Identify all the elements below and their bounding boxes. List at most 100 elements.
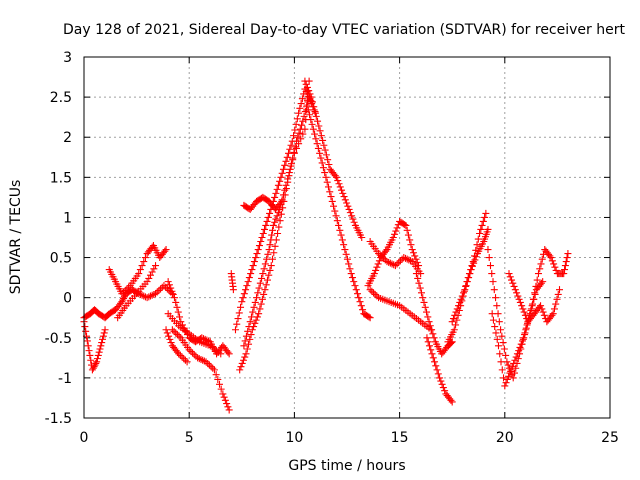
data-point	[309, 125, 317, 133]
data-point	[297, 100, 305, 108]
data-point	[255, 284, 263, 292]
x-tick-label: 15	[391, 430, 409, 446]
x-tick-label: 10	[285, 430, 303, 446]
data-point	[306, 90, 314, 98]
data-point	[494, 310, 502, 318]
data-point	[297, 135, 305, 143]
data-point	[217, 385, 225, 393]
data-point	[455, 302, 463, 310]
data-point	[405, 256, 413, 264]
data-point	[276, 217, 284, 225]
data-point	[391, 262, 399, 270]
data-point	[302, 80, 310, 88]
data-point	[165, 332, 173, 340]
data-point	[165, 281, 173, 289]
data-point	[215, 380, 223, 388]
data-point	[255, 310, 263, 318]
data-point	[450, 326, 458, 334]
data-point	[168, 326, 176, 334]
data-point	[286, 165, 294, 173]
data-point	[395, 258, 403, 266]
data-point	[328, 197, 336, 205]
data-point	[242, 350, 250, 358]
data-point	[508, 276, 516, 284]
data-point	[257, 300, 265, 308]
y-tick-label: 1.5	[50, 170, 72, 186]
data-point	[536, 265, 544, 273]
data-point	[391, 230, 399, 238]
data-point	[176, 313, 184, 321]
data-point	[290, 132, 298, 140]
data-point	[330, 202, 338, 210]
data-point	[548, 311, 556, 319]
data-point	[562, 258, 570, 266]
data-point	[295, 109, 303, 117]
data-point	[492, 294, 500, 302]
data-point	[260, 265, 268, 273]
data-point	[138, 262, 146, 270]
data-point	[390, 261, 398, 269]
data-point	[400, 254, 408, 262]
data-point	[261, 260, 269, 268]
data-point	[243, 282, 251, 290]
data-point	[321, 169, 329, 177]
data-point	[436, 374, 444, 382]
data-point	[120, 294, 128, 302]
data-point	[250, 258, 258, 266]
data-point	[438, 380, 446, 388]
data-point	[350, 218, 358, 226]
data-point	[404, 231, 412, 239]
data-point	[202, 358, 210, 366]
data-point	[338, 186, 346, 194]
data-point	[426, 322, 434, 330]
data-point	[173, 331, 181, 339]
data-point	[86, 351, 94, 359]
data-point	[277, 199, 285, 207]
data-point	[285, 169, 293, 177]
data-point	[431, 358, 439, 366]
data-point	[278, 197, 286, 205]
data-point	[546, 252, 554, 260]
data-point	[190, 351, 198, 359]
data-point	[91, 361, 99, 369]
data-point	[561, 262, 569, 270]
data-point	[352, 286, 360, 294]
data-point	[225, 406, 233, 414]
data-point	[135, 270, 143, 278]
data-point	[333, 217, 341, 225]
data-point	[97, 342, 105, 350]
data-point	[197, 355, 205, 363]
data-point	[299, 130, 307, 138]
data-point	[157, 285, 165, 293]
data-point	[322, 151, 330, 159]
data-point	[195, 355, 203, 363]
data-point	[199, 356, 207, 364]
data-point	[396, 257, 404, 265]
data-point	[517, 340, 525, 348]
data-point	[460, 289, 468, 297]
data-point	[201, 335, 209, 343]
data-point	[423, 308, 431, 316]
x-tick-label: 20	[496, 430, 514, 446]
data-point	[152, 290, 160, 298]
data-point	[441, 387, 449, 395]
data-point	[552, 300, 560, 308]
data-point	[412, 270, 420, 278]
data-point	[299, 117, 307, 125]
data-point	[502, 351, 510, 359]
data-point	[172, 329, 180, 337]
data-point	[243, 345, 251, 353]
data-point	[401, 221, 409, 229]
data-point	[515, 347, 523, 355]
data-point	[181, 356, 189, 364]
data-point	[346, 265, 354, 273]
data-point	[251, 298, 259, 306]
data-point	[451, 311, 459, 319]
data-series-track-4	[114, 262, 160, 322]
data-point	[519, 305, 527, 313]
data-point	[411, 252, 419, 260]
data-point	[343, 255, 351, 263]
data-point	[472, 253, 480, 261]
data-point	[238, 359, 246, 367]
data-point	[478, 221, 486, 229]
